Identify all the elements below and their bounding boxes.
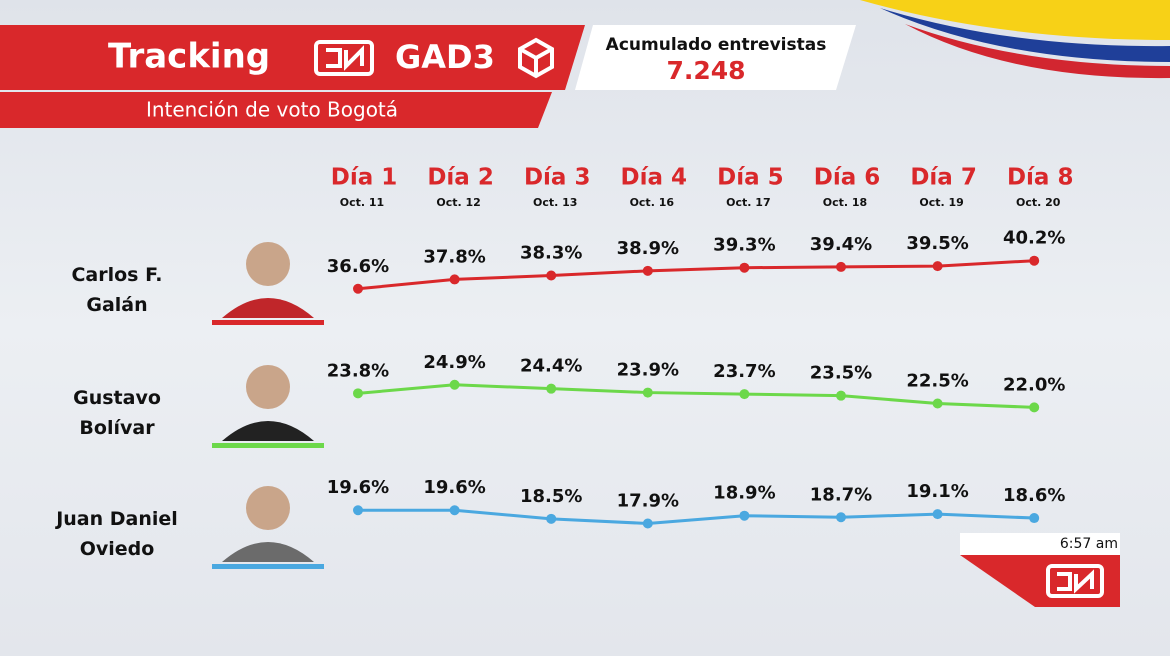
data-point: [642, 387, 653, 398]
value-label: 18.6%: [1003, 485, 1065, 506]
value-label: 18.9%: [713, 483, 775, 504]
value-label: 24.4%: [520, 356, 582, 377]
data-point: [836, 261, 846, 272]
value-label: 19.6%: [327, 477, 389, 498]
data-point: [836, 512, 846, 523]
value-label: 22.0%: [1003, 374, 1065, 395]
value-label: 19.1%: [906, 481, 968, 502]
day-label: Día 5: [717, 165, 784, 191]
candidate-underline: [212, 564, 324, 569]
data-point: [353, 505, 363, 516]
candidate-photo: [246, 242, 290, 286]
candidate-underline: [212, 443, 324, 448]
value-label: 18.5%: [520, 486, 582, 507]
value-label: 39.3%: [713, 235, 775, 256]
date-label: Oct. 11: [340, 196, 384, 209]
value-label: 39.5%: [906, 233, 968, 254]
data-point: [353, 388, 363, 399]
data-point: [739, 389, 750, 400]
interviews-count: 7.248: [666, 56, 745, 85]
title-bar: [0, 25, 585, 90]
date-label: Oct. 16: [630, 196, 675, 209]
value-label: 23.9%: [617, 360, 679, 381]
date-label: Oct. 12: [436, 196, 480, 209]
flag: [860, 0, 1170, 79]
date-label: Oct. 20: [1016, 196, 1061, 209]
data-point: [642, 518, 653, 529]
data-point: [932, 261, 943, 272]
value-label: 38.9%: [617, 238, 679, 259]
data-point: [546, 383, 557, 394]
series-line: [358, 508, 1035, 526]
candidate-photo: [222, 298, 314, 318]
candidate-photo: [246, 486, 290, 530]
day-label: Día 8: [1007, 165, 1074, 191]
data-point: [1029, 255, 1040, 266]
data-point: [546, 270, 557, 281]
clock-box: [960, 533, 1120, 555]
value-label: 39.4%: [810, 234, 872, 255]
candidate-name: Carlos F. Galán: [71, 264, 163, 316]
candidate-photo: [222, 421, 314, 441]
day-label: Día 4: [621, 165, 688, 191]
day-label: Día 2: [427, 165, 494, 191]
candidate-photo: [222, 542, 314, 562]
day-label: Día 7: [910, 165, 977, 191]
subtitle: Intención de voto Bogotá: [146, 98, 398, 122]
rcn-logo: [314, 40, 374, 76]
value-label: 17.9%: [617, 491, 679, 512]
data-point: [449, 379, 460, 390]
value-label: 37.8%: [423, 246, 485, 267]
value-label: 38.3%: [520, 243, 582, 264]
data-point: [932, 509, 943, 520]
series-line: [357, 383, 1035, 409]
date-label: Oct. 17: [726, 196, 770, 209]
value-label: 22.5%: [906, 370, 968, 391]
day-label: Día 1: [331, 165, 398, 191]
value-label: 24.9%: [423, 352, 485, 373]
clock: 6:57 am: [1060, 536, 1118, 552]
data-point: [1029, 513, 1040, 524]
date-label: Oct. 18: [823, 196, 867, 209]
day-label: Día 3: [524, 165, 591, 191]
subtitle-bar: [0, 92, 552, 128]
cube-icon: [518, 37, 554, 79]
data-point: [449, 505, 460, 516]
series-line: [357, 259, 1035, 291]
value-label: 23.8%: [327, 360, 389, 381]
data-point: [1029, 402, 1040, 413]
data-point: [449, 274, 460, 285]
candidate-name: Juan Daniel Oviedo: [56, 508, 178, 560]
candidate-name: Gustavo Bolívar: [73, 387, 161, 439]
data-point: [739, 262, 750, 273]
value-label: 19.6%: [423, 477, 485, 498]
data-point: [836, 390, 846, 401]
day-label: Día 6: [814, 165, 881, 191]
title: Tracking: [108, 37, 270, 77]
value-label: 40.2%: [1003, 228, 1065, 249]
date-label: Oct. 13: [533, 196, 577, 209]
value-label: 18.7%: [810, 484, 872, 505]
candidate-underline: [212, 320, 324, 325]
rcn-badge-logo: [1046, 564, 1104, 598]
brand: GAD3: [395, 38, 495, 76]
candidate-photo: [246, 365, 290, 409]
date-label: Oct. 19: [919, 196, 963, 209]
interviews-label: Acumulado entrevistas: [606, 35, 827, 55]
data-point: [353, 283, 363, 294]
value-label: 36.6%: [327, 256, 389, 277]
data-point: [546, 513, 557, 524]
value-label: 23.5%: [810, 363, 872, 384]
value-label: 23.7%: [713, 361, 775, 382]
data-point: [739, 510, 750, 521]
data-point: [642, 265, 653, 276]
interviews-box: [575, 25, 856, 90]
data-point: [932, 398, 943, 409]
